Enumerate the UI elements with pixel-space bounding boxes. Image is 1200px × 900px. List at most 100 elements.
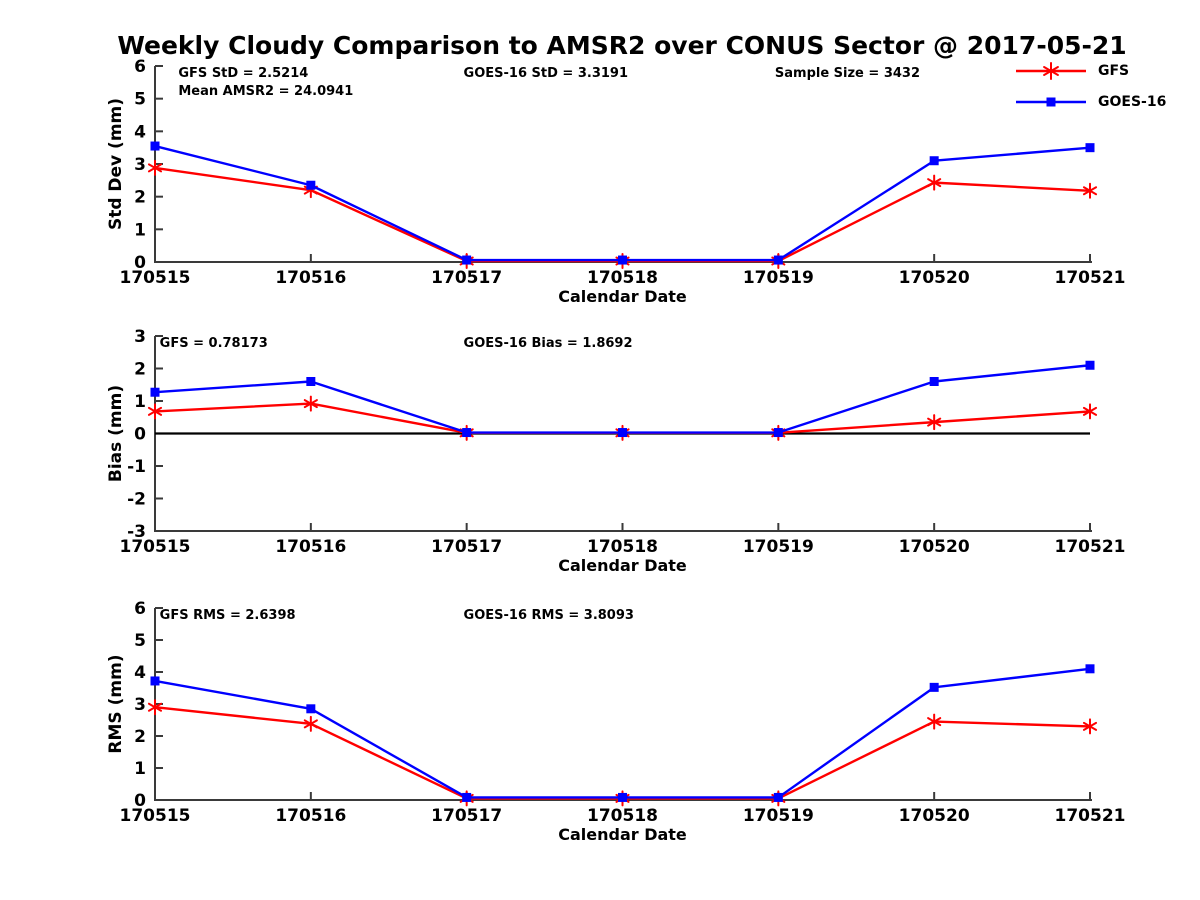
y-tick-label: 1: [134, 759, 146, 779]
series-goes-16-marker: [306, 704, 316, 714]
y-tick-label: 1: [134, 392, 146, 412]
x-tick-label: 170518: [587, 537, 658, 557]
series-gfs-marker: [303, 715, 318, 732]
annotation: GOES-16 Bias = 1.8692: [464, 336, 633, 351]
series-goes-16-marker: [929, 682, 939, 692]
series-goes-16-marker: [150, 387, 160, 397]
x-tick-label: 170519: [743, 268, 814, 288]
series-goes-16-marker: [306, 180, 316, 190]
annotation: GFS RMS = 2.6398: [160, 608, 296, 623]
x-tick-label: 170519: [743, 806, 814, 826]
x-tick-label: 170519: [743, 537, 814, 557]
y-tick-label: 4: [134, 122, 146, 142]
series-goes-16-marker: [462, 255, 472, 265]
series-gfs-marker: [147, 699, 163, 716]
annotation: GFS = 0.78173: [160, 336, 268, 351]
x-tick-label: 170520: [899, 537, 970, 557]
x-tick-label: 170521: [1055, 268, 1126, 288]
series-gfs-marker: [927, 713, 942, 730]
y-tick-label: 5: [134, 90, 146, 110]
series-goes-16-marker: [306, 377, 316, 386]
series-gfs-marker: [147, 403, 163, 420]
legend-item-gfs: GFS: [1012, 62, 1166, 80]
series-goes-16-line: [154, 144, 1091, 262]
std-dev-chart: 0 1 2 3 4 5 6 170515 170516 170517 170518 170519 170…: [106, 57, 1126, 305]
series-gfs-marker: [1082, 403, 1098, 420]
x-tick-label: 170515: [120, 806, 191, 826]
series-goes-16-marker: [773, 428, 783, 438]
series-gfs-marker: [927, 174, 942, 191]
legend-label-gfs: GFS: [1098, 63, 1130, 79]
y-tick-label: 6: [134, 57, 146, 77]
annotation: Sample Size = 3432: [775, 66, 920, 81]
gfs-line-asterisk-icon: [1016, 62, 1086, 80]
series-goes-16-marker: [773, 255, 783, 265]
series-gfs-line: [154, 706, 1091, 800]
series-goes-16-marker: [773, 792, 783, 802]
series-goes-16-marker: [462, 792, 472, 802]
series-goes-16-marker: [929, 156, 939, 166]
series-goes-16-marker: [618, 428, 627, 438]
series-gfs-marker: [1082, 718, 1098, 735]
y-tick-label: 3: [134, 695, 146, 715]
series-goes-16-marker: [150, 141, 160, 151]
series-goes-16-line: [154, 364, 1091, 434]
y-tick-label: 4: [134, 663, 146, 683]
y-axis-label: RMS (mm): [106, 654, 126, 753]
series-goes-16-marker: [618, 792, 627, 802]
x-tick-label: 170517: [431, 268, 502, 288]
legend-square-marker: [1046, 97, 1056, 107]
y-tick-label: 0: [134, 425, 146, 445]
series-gfs-marker: [927, 414, 942, 431]
y-tick-label: 2: [134, 188, 146, 208]
y-tick-label: 5: [134, 631, 146, 651]
legend-item-goes16: GOES-16: [1012, 93, 1166, 111]
series-goes-16-marker: [1085, 360, 1095, 370]
x-tick-label: 170520: [899, 268, 970, 288]
y-tick-label: 3: [134, 327, 146, 347]
y-tick-label: 0: [134, 791, 146, 811]
rms-chart: 0 1 2 3 4 5 6 170515 170516 170517 170518 170519 170…: [106, 599, 1126, 844]
x-tick-label: 170518: [587, 268, 658, 288]
x-tick-label: 170520: [899, 806, 970, 826]
y-tick-label: 3: [134, 155, 146, 175]
x-tick-label: 170516: [275, 806, 346, 826]
legend-asterisk-marker: [1043, 62, 1059, 80]
y-tick-label: -1: [127, 457, 146, 477]
goes16-line-square-icon: [1016, 97, 1086, 107]
series-gfs-marker: [303, 395, 318, 412]
x-axis-label: Calendar Date: [558, 287, 687, 305]
figure-title: Weekly Cloudy Comparison to AMSR2 over C…: [117, 31, 1127, 60]
y-tick-label: 2: [134, 727, 146, 747]
annotation: Mean AMSR2 = 24.0941: [178, 84, 353, 99]
y-tick-label: 1: [134, 220, 146, 240]
y-tick-label: 6: [134, 599, 146, 619]
y-tick-label: -3: [127, 522, 146, 542]
series-gfs-marker: [147, 159, 163, 176]
x-tick-label: 170515: [120, 268, 191, 288]
legend-label-goes16: GOES-16: [1098, 94, 1167, 110]
x-axis-label: Calendar Date: [558, 825, 687, 844]
legend: GFS GOES-16: [1012, 62, 1166, 124]
x-tick-label: 170517: [431, 537, 502, 557]
bias-chart: -3 -2 -1 0 1 2 3 170515 170516 170517 170518 170519…: [106, 327, 1126, 575]
series-goes-16-marker: [150, 676, 160, 686]
series-goes-16-marker: [1085, 664, 1095, 674]
x-axis-label: Calendar Date: [558, 556, 687, 575]
x-tick-label: 170521: [1055, 537, 1126, 557]
y-axis-label: Std Dev (mm): [106, 98, 126, 230]
series-goes-16-line: [154, 667, 1091, 799]
y-axis-label: Bias (mm): [106, 385, 126, 482]
x-tick-label: 170516: [275, 268, 346, 288]
x-tick-label: 170517: [431, 806, 502, 826]
annotation: GOES-16 StD = 3.3191: [464, 66, 628, 81]
x-tick-label: 170521: [1055, 806, 1126, 826]
y-tick-label: 2: [134, 360, 146, 380]
series-goes-16-marker: [1085, 143, 1095, 153]
series-goes-16-marker: [929, 377, 939, 386]
series-gfs-marker: [1082, 182, 1098, 199]
x-tick-label: 170515: [120, 537, 191, 557]
series-goes-16-marker: [462, 428, 472, 438]
series-goes-16-marker: [618, 255, 627, 265]
